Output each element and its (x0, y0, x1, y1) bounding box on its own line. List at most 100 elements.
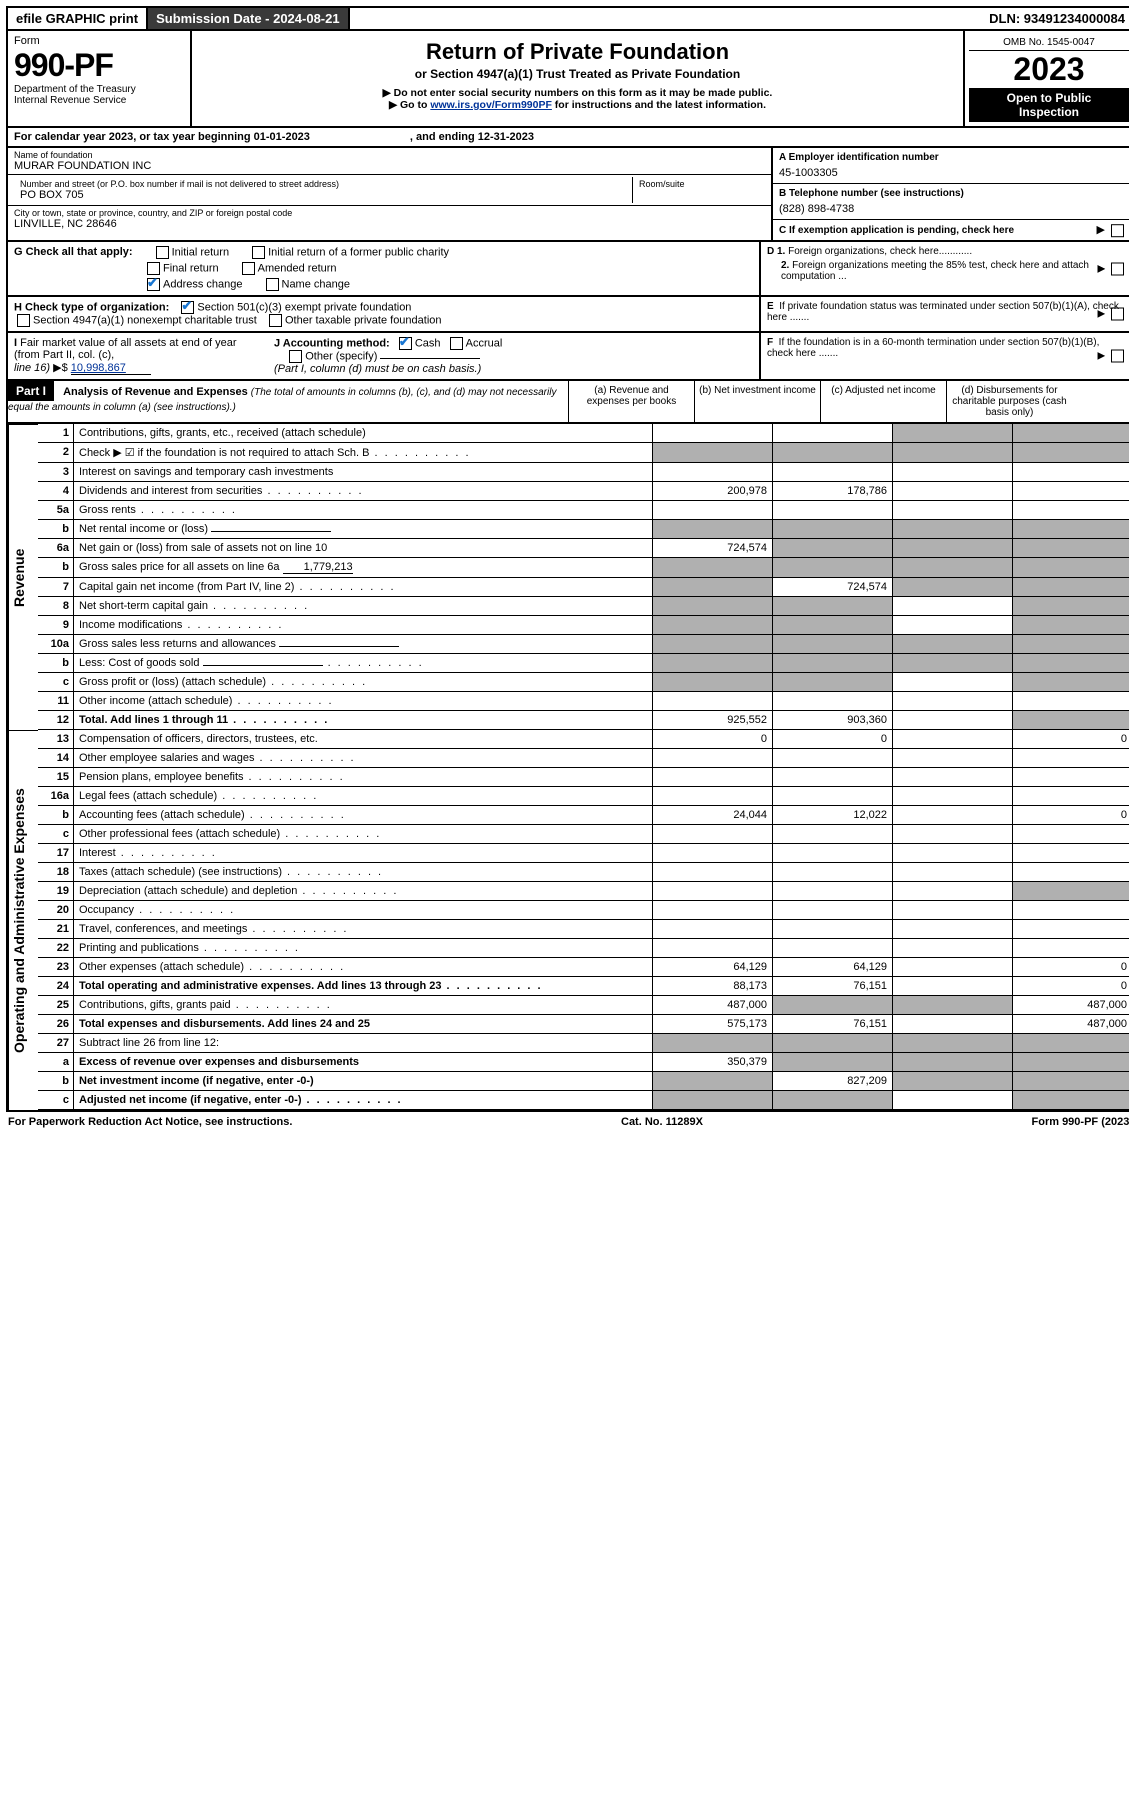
chk-501c3[interactable] (181, 301, 194, 314)
cell-d: 0 (1013, 977, 1129, 996)
cell-a (653, 424, 773, 443)
cell-d (1013, 578, 1129, 597)
line-num: 24 (38, 977, 74, 996)
cell-a (653, 520, 773, 539)
ein-label: A Employer identification number (779, 152, 1127, 163)
cell-b: 724,574 (773, 578, 893, 597)
e-checkbox[interactable] (1111, 308, 1124, 321)
f-checkbox[interactable] (1111, 350, 1124, 363)
line-num: 3 (38, 463, 74, 482)
irs-link[interactable]: www.irs.gov/Form990PF (430, 99, 552, 111)
chk-amended[interactable] (242, 262, 255, 275)
cell-a: 724,574 (653, 539, 773, 558)
cell-a (653, 882, 773, 901)
line-desc: Gross sales less returns and allowances (74, 635, 653, 654)
cell-b: 76,151 (773, 977, 893, 996)
chk-initial[interactable] (156, 246, 169, 259)
cell-c (893, 1053, 1013, 1072)
chk-final[interactable] (147, 262, 160, 275)
side-expenses: Operating and Administrative Expenses (8, 730, 38, 1110)
fmv-value[interactable]: 10,998,867 (71, 362, 151, 375)
chk-initial-former[interactable] (252, 246, 265, 259)
form-subtitle: or Section 4947(a)(1) Trust Treated as P… (198, 67, 957, 81)
cell-b: 0 (773, 730, 893, 749)
cell-a (653, 901, 773, 920)
calendar-year-row: For calendar year 2023, or tax year begi… (6, 128, 1129, 148)
chk-name[interactable] (266, 278, 279, 291)
side-revenue: Revenue (8, 424, 38, 730)
cell-b (773, 558, 893, 578)
cell-b (773, 692, 893, 711)
chk-other-method[interactable] (289, 350, 302, 363)
line-num: 21 (38, 920, 74, 939)
chk-address[interactable] (147, 278, 160, 291)
chk-other-tax[interactable] (269, 314, 282, 327)
cell-b (773, 1034, 893, 1053)
line-desc: Compensation of officers, directors, tru… (74, 730, 653, 749)
col-d: (d) Disbursements for charitable purpose… (947, 381, 1072, 422)
line-desc: Legal fees (attach schedule) (74, 787, 653, 806)
line-num: 9 (38, 616, 74, 635)
chk-cash[interactable] (399, 337, 412, 350)
cell-c (893, 501, 1013, 520)
cell-c (893, 958, 1013, 977)
name-label: Name of foundation (14, 150, 765, 160)
line-num: 11 (38, 692, 74, 711)
cell-c (893, 616, 1013, 635)
address: PO BOX 705 (20, 189, 626, 201)
foundation-name: MURAR FOUNDATION INC (14, 160, 765, 172)
cell-b (773, 844, 893, 863)
h-other: Other taxable private foundation (285, 314, 442, 326)
line-desc: Subtract line 26 from line 12: (74, 1034, 653, 1053)
cell-b (773, 616, 893, 635)
cell-b (773, 901, 893, 920)
cell-d (1013, 939, 1129, 958)
cell-c (893, 1091, 1013, 1110)
cell-d (1013, 443, 1129, 463)
chk-accrual[interactable] (450, 337, 463, 350)
efile-label[interactable]: efile GRAPHIC print (8, 8, 148, 29)
cell-b: 12,022 (773, 806, 893, 825)
cell-d (1013, 597, 1129, 616)
line-desc: Other employee salaries and wages (74, 749, 653, 768)
addr-label: Number and street (or P.O. box number if… (20, 179, 626, 189)
line-desc: Net investment income (if negative, ente… (74, 1072, 653, 1091)
line-num: a (38, 1053, 74, 1072)
cell-d (1013, 1053, 1129, 1072)
cell-d (1013, 616, 1129, 635)
cell-a: 350,379 (653, 1053, 773, 1072)
line-desc: Other professional fees (attach schedule… (74, 825, 653, 844)
tax-year: 2023 (969, 51, 1129, 88)
cell-a (653, 616, 773, 635)
cell-c (893, 1015, 1013, 1034)
g-label: G Check all that apply: (14, 246, 133, 259)
dln: DLN: 93491234000084 (981, 8, 1129, 29)
line-num: 7 (38, 578, 74, 597)
line-desc: Depreciation (attach schedule) and deple… (74, 882, 653, 901)
chk-4947[interactable] (17, 314, 30, 327)
cell-a (653, 673, 773, 692)
line-num: 18 (38, 863, 74, 882)
note2-pre: ▶ Go to (389, 99, 430, 111)
cell-b (773, 654, 893, 673)
dept: Department of the Treasury (14, 84, 184, 95)
line-desc: Net rental income or (loss) (74, 520, 653, 539)
h-label: H Check type of organization: (14, 301, 169, 313)
line-num: 20 (38, 901, 74, 920)
line-num: 13 (38, 730, 74, 749)
c-checkbox[interactable] (1111, 224, 1124, 237)
line-desc: Other income (attach schedule) (74, 692, 653, 711)
cell-a (653, 844, 773, 863)
d2-checkbox[interactable] (1111, 262, 1124, 275)
cell-a (653, 578, 773, 597)
cell-a: 575,173 (653, 1015, 773, 1034)
line-desc: Printing and publications (74, 939, 653, 958)
cell-a: 88,173 (653, 977, 773, 996)
line-num: 19 (38, 882, 74, 901)
line-num: 26 (38, 1015, 74, 1034)
line-desc: Excess of revenue over expenses and disb… (74, 1053, 653, 1072)
cell-c (893, 977, 1013, 996)
room-label: Room/suite (639, 179, 759, 189)
cell-c (893, 654, 1013, 673)
cell-d (1013, 463, 1129, 482)
